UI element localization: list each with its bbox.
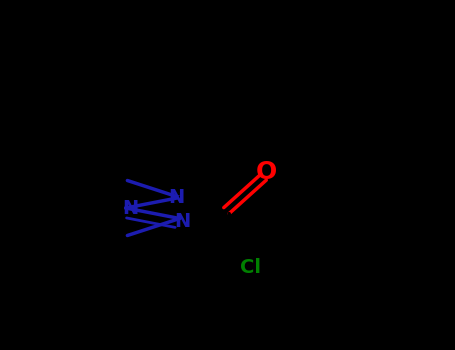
Text: O: O <box>256 160 277 184</box>
Text: Cl: Cl <box>240 258 261 277</box>
Text: N: N <box>122 198 139 217</box>
Text: N: N <box>175 212 191 231</box>
Text: N: N <box>168 188 185 207</box>
